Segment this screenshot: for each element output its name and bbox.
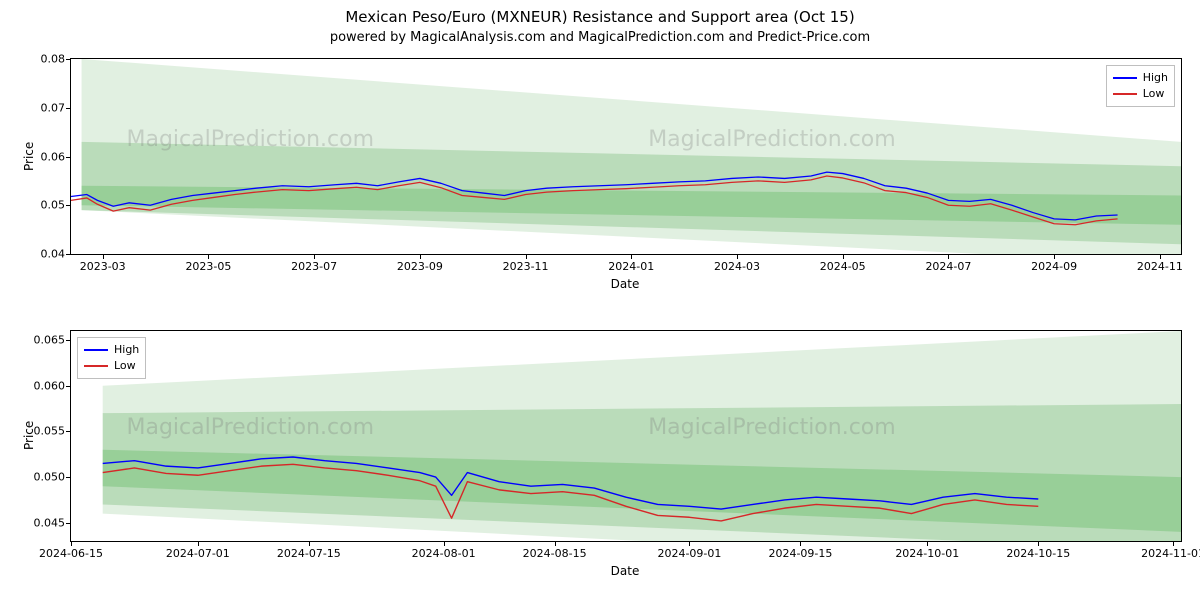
legend-label: High: [1143, 70, 1168, 86]
chart-top-plot: [71, 59, 1181, 254]
xlabel-bottom: Date: [70, 564, 1180, 578]
legend-swatch: [1113, 93, 1137, 95]
legend-item: High: [84, 342, 139, 358]
figure-title: Mexican Peso/Euro (MXNEUR) Resistance an…: [0, 8, 1200, 26]
figure: Mexican Peso/Euro (MXNEUR) Resistance an…: [0, 0, 1200, 600]
legend-item: Low: [84, 358, 139, 374]
figure-subtitle: powered by MagicalAnalysis.com and Magic…: [0, 30, 1200, 45]
legend-label: Low: [1143, 86, 1165, 102]
legend-label: High: [114, 342, 139, 358]
chart-bottom-plot: [71, 331, 1181, 541]
chart-top: 0.040.050.060.070.082023-032023-052023-0…: [70, 58, 1182, 255]
legend-swatch: [84, 365, 108, 367]
chart-bottom: 0.0450.0500.0550.0600.0652024-06-152024-…: [70, 330, 1182, 542]
xtick-label: 2024-11-01: [1141, 541, 1200, 560]
legend: HighLow: [77, 337, 146, 379]
legend-item: High: [1113, 70, 1168, 86]
ylabel-top: Price: [22, 141, 36, 170]
legend-item: Low: [1113, 86, 1168, 102]
legend: HighLow: [1106, 65, 1175, 107]
legend-swatch: [1113, 77, 1137, 79]
ylabel-bottom: Price: [22, 421, 36, 450]
legend-label: Low: [114, 358, 136, 374]
xlabel-top: Date: [70, 277, 1180, 291]
legend-swatch: [84, 349, 108, 351]
